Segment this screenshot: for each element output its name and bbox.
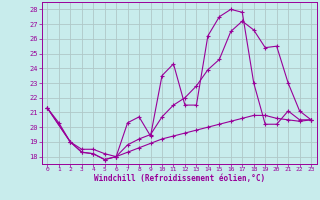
X-axis label: Windchill (Refroidissement éolien,°C): Windchill (Refroidissement éolien,°C) xyxy=(94,174,265,183)
